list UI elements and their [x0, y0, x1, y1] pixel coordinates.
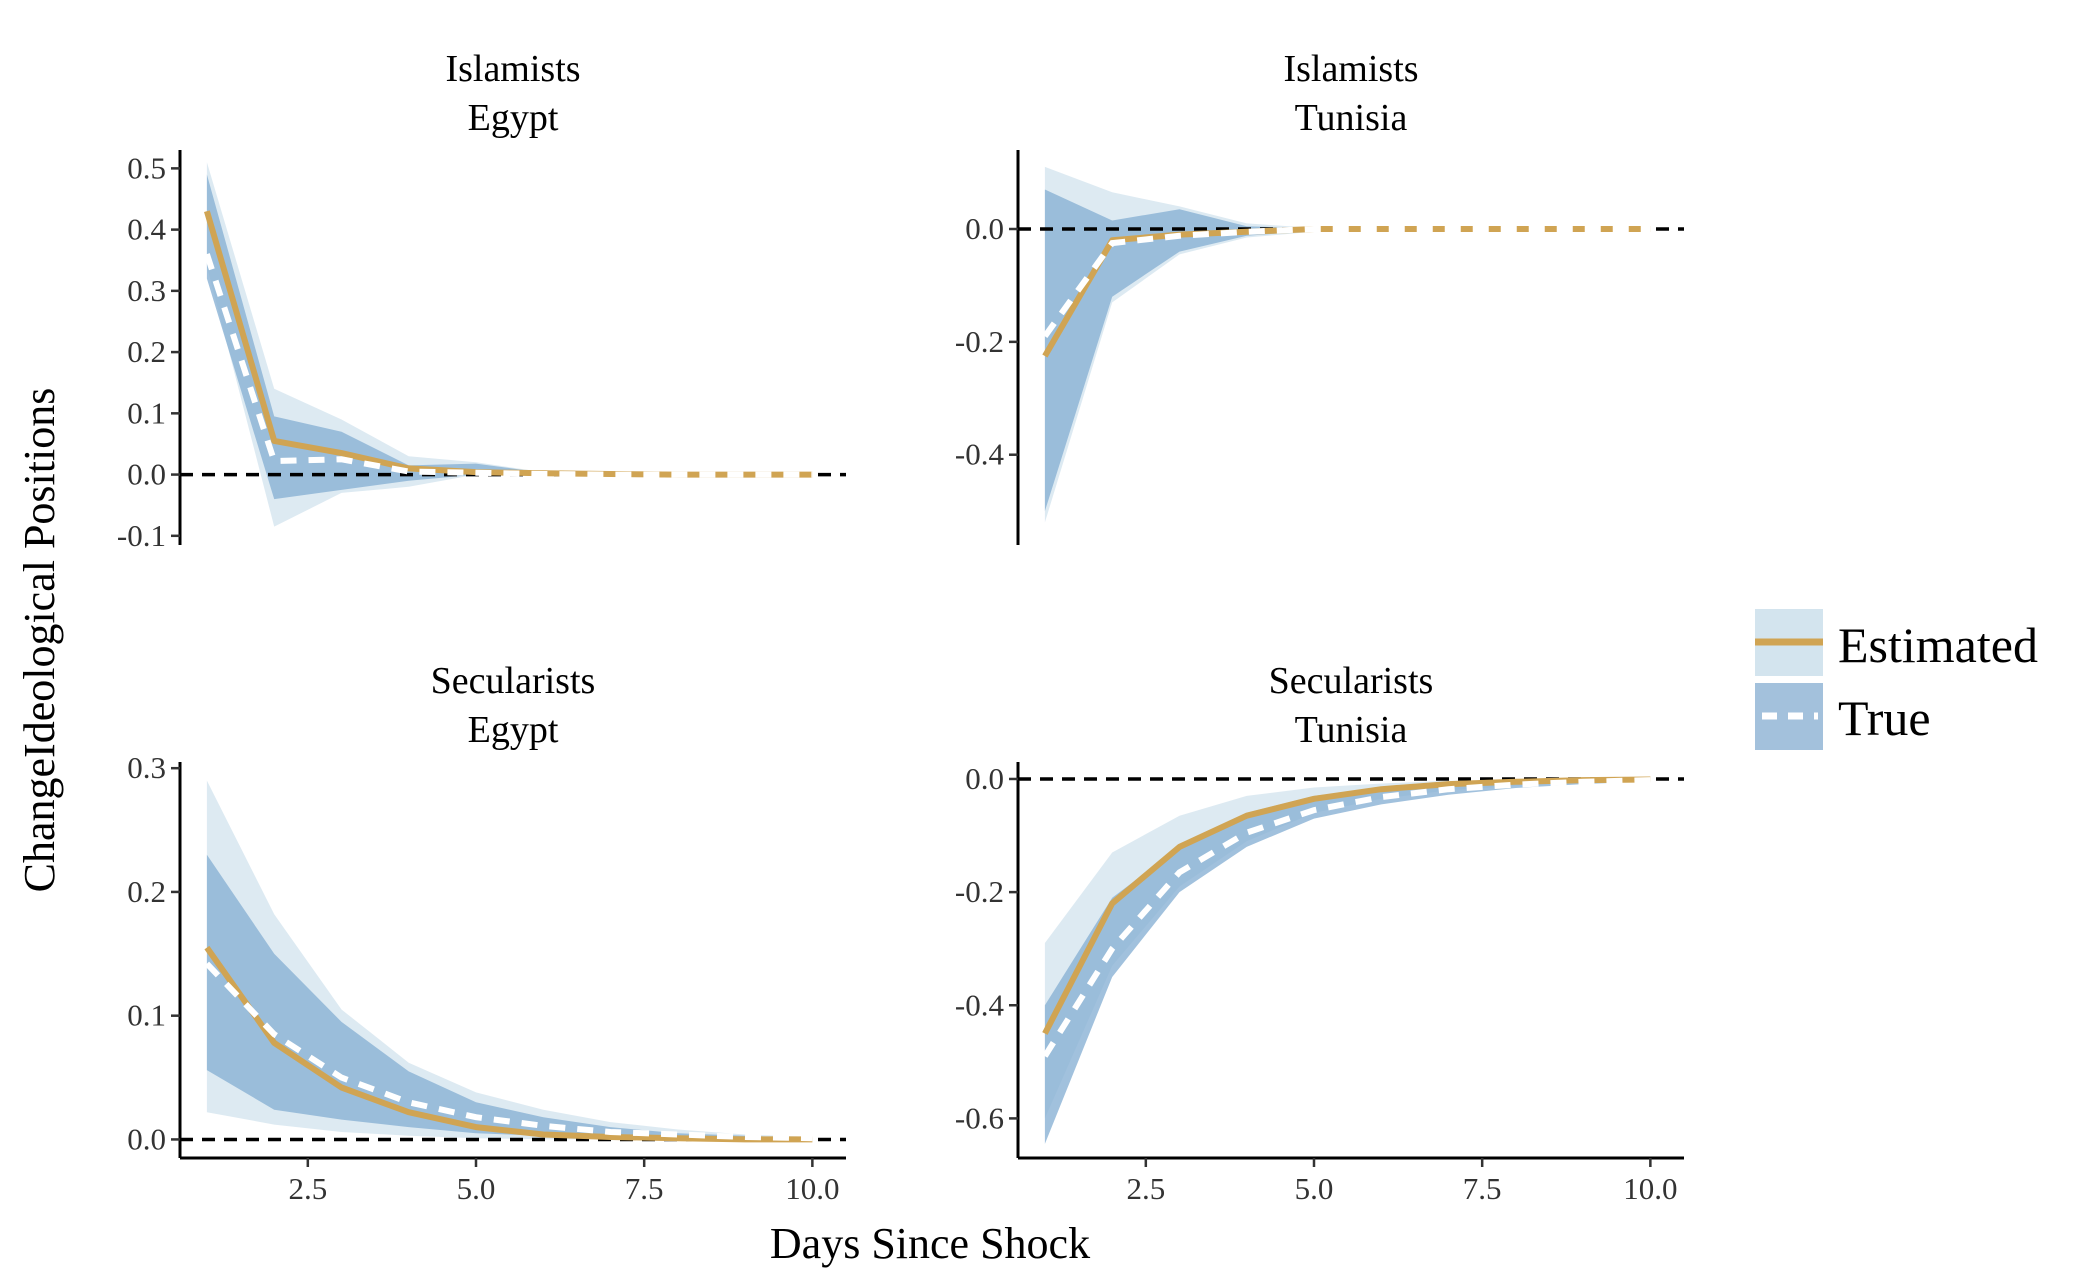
panel-4: Secularists Tunisia 2.5 5.0 7.5 10.0 -0.6 -0.4 -… [955, 660, 1684, 1206]
panel-title-line1: Secularists [1269, 660, 1434, 702]
panel-title-line1: Islamists [1283, 48, 1418, 90]
y-tick-label: -0.2 [955, 324, 1004, 359]
true-band [1044, 189, 1651, 512]
panel-title-line2: Tunisia [1295, 709, 1408, 751]
x-tick-label: 2.5 [288, 1171, 327, 1206]
estimated-band [206, 162, 813, 527]
y-tick-label: -0.4 [955, 987, 1005, 1022]
y-tick-label: 0.4 [127, 212, 166, 247]
y-axis-title: ChangeIdeological Positions [15, 388, 64, 893]
y-tick-label: 0.1 [127, 998, 166, 1033]
x-tick-label: 10.0 [1623, 1171, 1677, 1206]
true-band [1044, 779, 1651, 1144]
panel-title-line2: Egypt [468, 97, 559, 139]
x-tick-label: 5.0 [457, 1171, 496, 1206]
x-tick-label: 5.0 [1295, 1171, 1334, 1206]
y-tick-label: 0.0 [127, 457, 166, 492]
legend: Estimated True [1755, 609, 2038, 750]
x-tick-label: 10.0 [785, 1171, 839, 1206]
panel-title-line1: Islamists [445, 48, 580, 90]
true-band [206, 854, 813, 1140]
y-tick-label: 0.0 [965, 211, 1004, 246]
true-line [204, 253, 813, 478]
estimated-band [1044, 166, 1651, 523]
legend-label-estimated: Estimated [1838, 617, 2038, 673]
y-tick-label: 0.3 [127, 273, 166, 308]
true-line [1042, 777, 1651, 1058]
panel-3: Secularists Egypt 2.5 5.0 7.5 10.0 0.0 0.1 0.2 0.… [127, 660, 846, 1206]
x-tick-label: 2.5 [1126, 1171, 1165, 1206]
panel-title-line2: Tunisia [1295, 97, 1408, 139]
y-tick-label: 0.5 [127, 150, 166, 185]
y-tick-label: -0.6 [955, 1100, 1004, 1135]
x-axis-title: Days Since Shock [770, 1219, 1090, 1268]
true-band [206, 174, 813, 500]
y-tick-label: -0.2 [955, 874, 1004, 909]
y-tick-label: 0.0 [965, 761, 1004, 796]
panel-title-line1: Secularists [431, 660, 596, 702]
estimated-band [1044, 779, 1651, 1119]
estimated-line [1042, 776, 1651, 1035]
y-tick-label: -0.1 [117, 518, 166, 553]
y-tick-label: -0.4 [955, 437, 1005, 472]
y-tick-label: 0.3 [127, 750, 166, 785]
panel-title-line2: Egypt [468, 709, 559, 751]
x-tick-label: 7.5 [625, 1171, 664, 1206]
y-tick-label: 0.2 [127, 334, 166, 369]
y-tick-label: 0.1 [127, 395, 166, 430]
panel-2: Islamists Tunisia -0.4 -0.2 0.0 [955, 48, 1684, 545]
panel-1: Islamists Egypt -0.1 0.0 0.1 0.2 0.3 0.4 0.5 [117, 48, 846, 553]
x-tick-label: 7.5 [1463, 1171, 1502, 1206]
true-line [1042, 226, 1651, 338]
legend-label-true: True [1838, 690, 1931, 746]
y-tick-label: 0.2 [127, 874, 166, 909]
y-tick-label: 0.0 [127, 1121, 166, 1156]
estimated-line [204, 945, 813, 1143]
